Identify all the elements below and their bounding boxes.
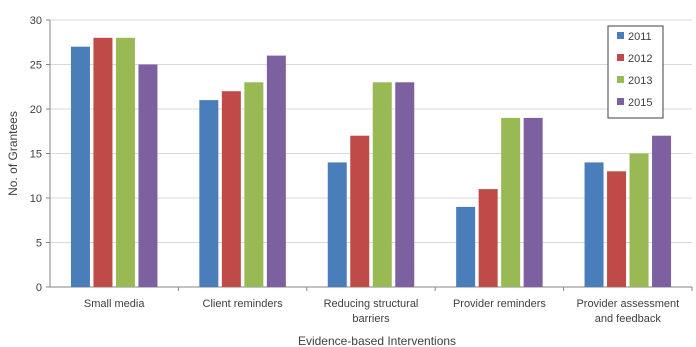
x-category-label: Reducing structural barriers xyxy=(324,298,419,325)
legend-swatch-2015 xyxy=(617,98,624,105)
bar-2012-cat-2 xyxy=(350,135,370,287)
bar-2011-cat-3 xyxy=(456,206,476,287)
legend-box xyxy=(607,25,664,119)
y-tick-label: 5 xyxy=(36,238,42,250)
x-category-label-line: Provider reminders xyxy=(453,298,546,310)
bar-2011-cat-2 xyxy=(327,162,347,287)
legend-label-2011: 2011 xyxy=(628,31,652,43)
legend: 2011 2012 2013 2015 xyxy=(607,25,664,119)
legend-swatch-2012 xyxy=(617,54,624,61)
bar-2011-cat-0 xyxy=(70,46,90,288)
bar-2015-cat-2 xyxy=(395,82,415,287)
bar-2011-cat-4 xyxy=(584,162,604,287)
legend-label-2012: 2012 xyxy=(628,53,652,65)
x-category-label-line: Provider assessment xyxy=(576,298,679,310)
x-category-label: Provider reminders xyxy=(453,298,546,310)
x-category-label-line: barriers xyxy=(352,313,390,325)
x-category-label: Client reminders xyxy=(203,298,284,310)
x-category-label-line: and feedback xyxy=(595,313,662,325)
legend-swatch-2011 xyxy=(617,32,624,39)
bar-2013-cat-4 xyxy=(629,153,649,287)
x-category-label: Provider assessment and feedback xyxy=(576,298,679,325)
x-axis-title: Evidence-based Interventions xyxy=(298,334,456,347)
bar-2015-cat-1 xyxy=(266,55,286,287)
bar-2013-cat-2 xyxy=(372,82,392,287)
bar-2012-cat-1 xyxy=(221,91,241,287)
bar-2015-cat-4 xyxy=(652,135,672,287)
x-category-label-line: Small media xyxy=(84,298,145,310)
legend-label-2015: 2015 xyxy=(628,97,652,109)
legend-swatch-2013 xyxy=(617,76,624,83)
bar-2011-cat-1 xyxy=(199,100,219,287)
labels: 0 5 10 15 20 25 30 Small media Client reminders R… xyxy=(30,15,679,325)
bar-2012-cat-0 xyxy=(93,37,113,287)
bars xyxy=(70,37,672,288)
x-category-label-line: Client reminders xyxy=(203,298,284,310)
y-tick-label: 0 xyxy=(36,282,42,294)
x-category-label: Small media xyxy=(84,298,145,310)
y-tick-label: 25 xyxy=(30,60,42,72)
bar-2015-cat-3 xyxy=(523,117,543,288)
y-axis-title: No. of Grantees xyxy=(6,111,20,196)
bar-2015-cat-0 xyxy=(138,64,158,287)
bar-2013-cat-0 xyxy=(115,37,135,287)
y-tick-label: 10 xyxy=(30,193,42,205)
bar-2012-cat-4 xyxy=(607,171,627,287)
bar-2012-cat-3 xyxy=(478,189,498,287)
y-tick-label: 15 xyxy=(30,149,42,161)
x-category-label-line: Reducing structural xyxy=(324,298,419,310)
y-tick-label: 30 xyxy=(30,15,42,27)
legend-label-2013: 2013 xyxy=(628,75,652,87)
bar-2013-cat-3 xyxy=(501,117,521,288)
bar-2013-cat-1 xyxy=(244,82,264,287)
y-tick-label: 20 xyxy=(30,104,42,116)
